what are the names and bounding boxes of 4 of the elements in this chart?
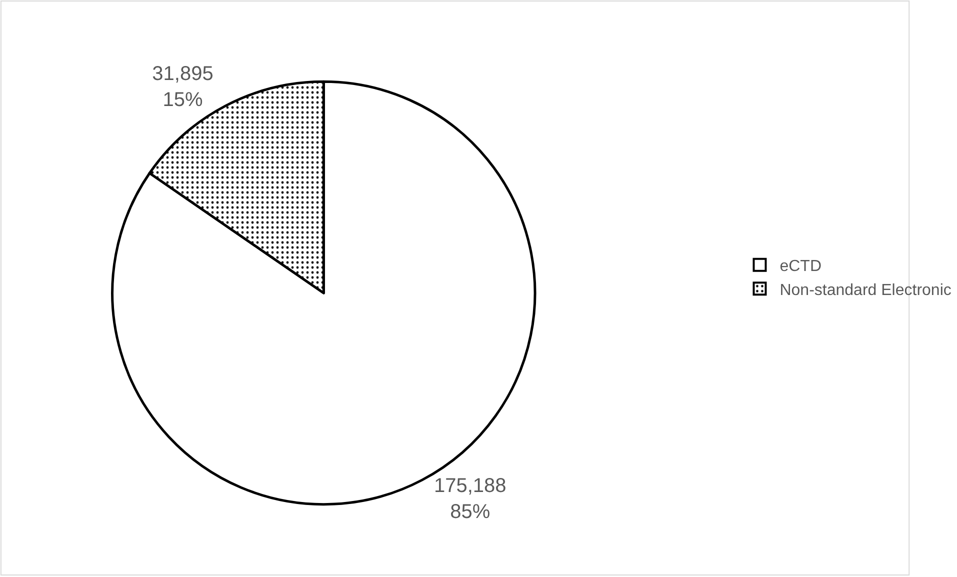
data-label: 31,895 15% bbox=[152, 63, 214, 112]
legend-label: eCTD bbox=[780, 258, 822, 276]
data-label: 175,188 85% bbox=[434, 474, 506, 523]
legend-label: Non-standard Electronic bbox=[780, 282, 952, 299]
